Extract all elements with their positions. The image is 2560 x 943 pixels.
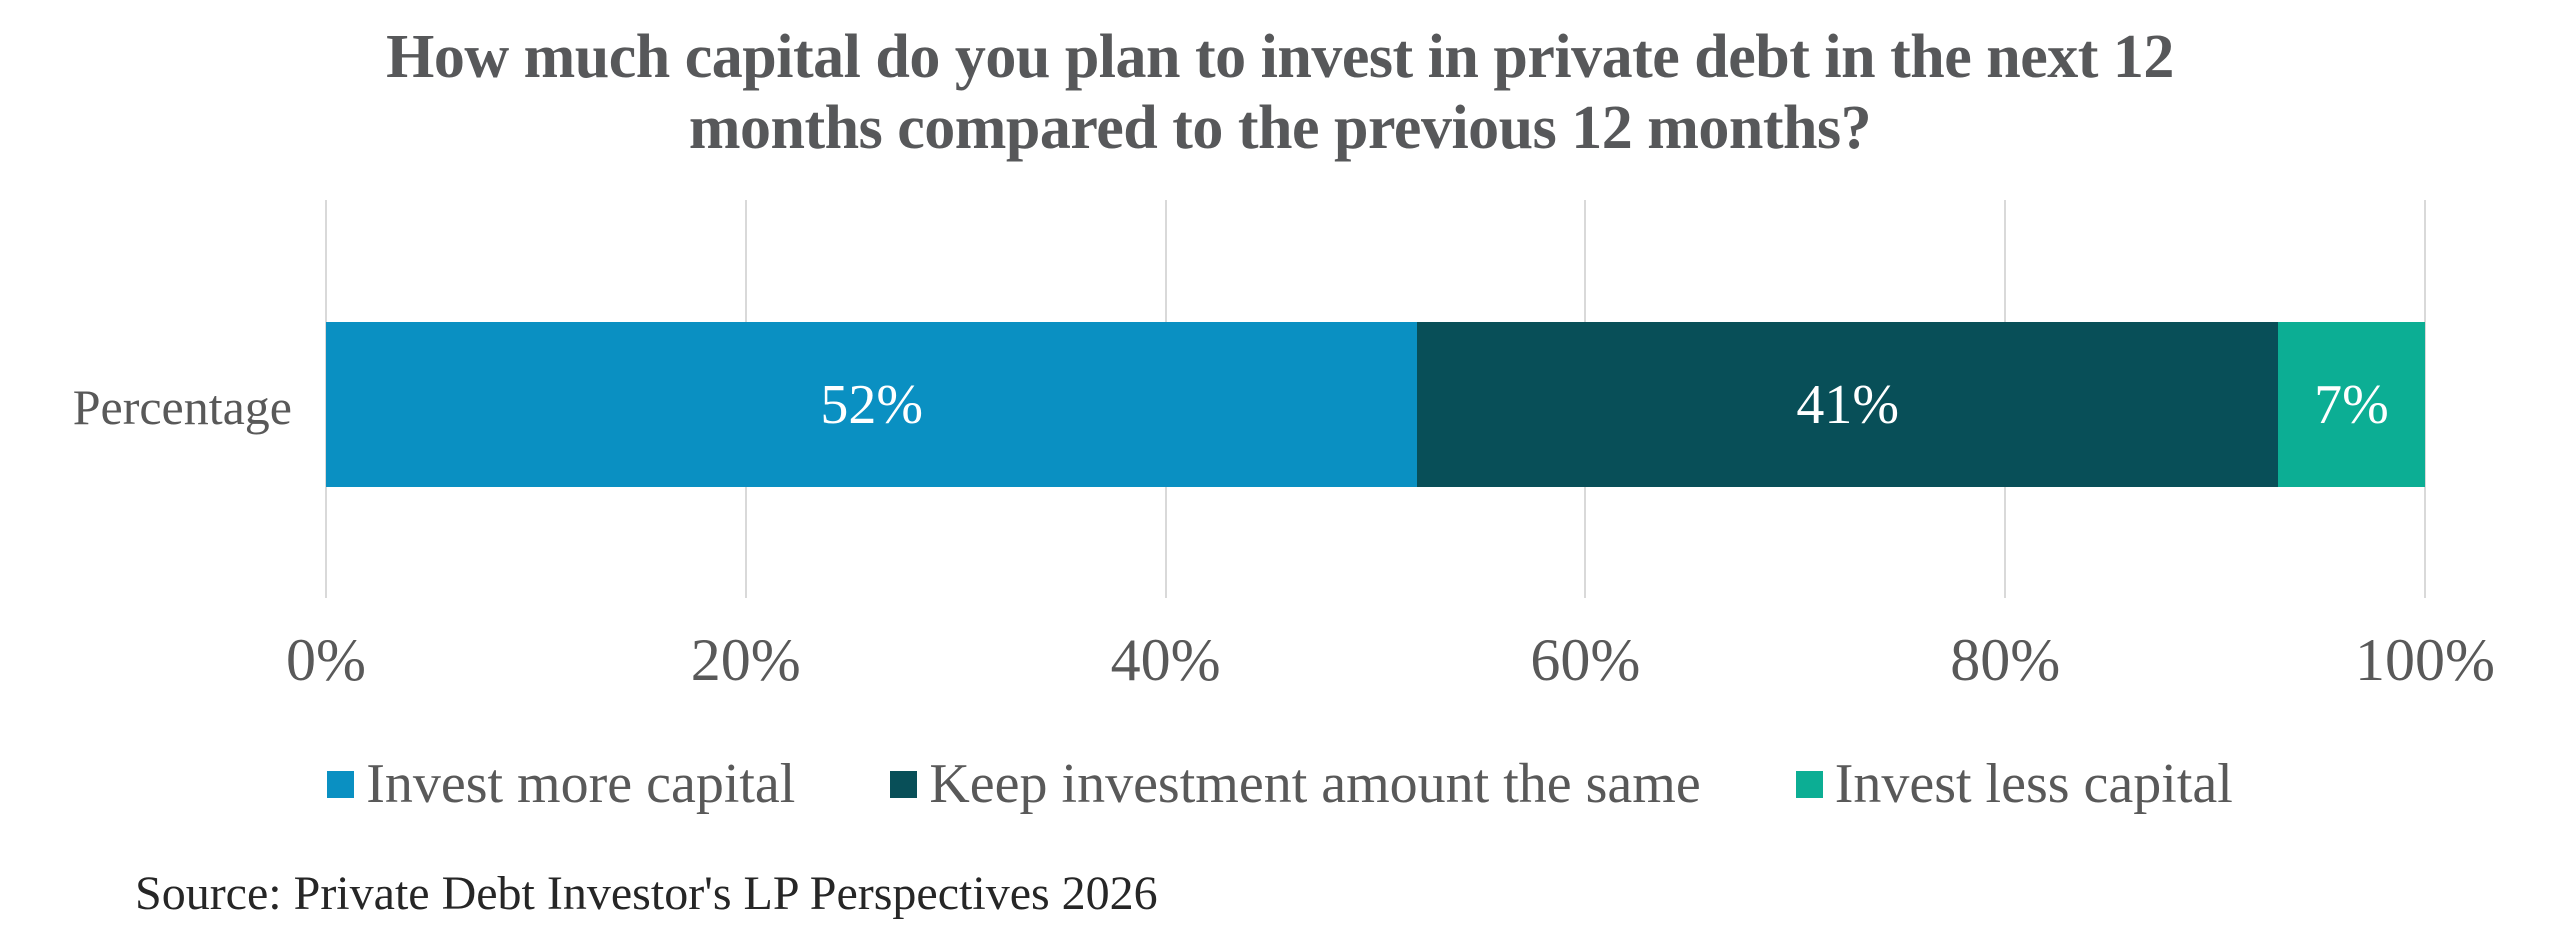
stacked-bar-percentage: 52% 41% 7% <box>326 322 2425 487</box>
x-tick-label-100: 100% <box>2355 627 2495 693</box>
chart-title-line2: months compared to the previous 12 month… <box>688 94 1872 162</box>
plot-area: 52% 41% 7% <box>325 200 2426 598</box>
legend-swatch-icon <box>327 770 355 798</box>
legend-item-invest-more-capital: Invest more capital <box>327 752 795 816</box>
gridline-100 <box>2424 200 2426 598</box>
x-tick-label-0: 0% <box>286 627 366 693</box>
legend-item-label: Invest more capital <box>366 753 796 815</box>
chart-title-line1: How much capital do you plan to invest i… <box>386 23 2174 91</box>
source-note: Source: Private Debt Investor's LP Persp… <box>135 867 1158 920</box>
bar-segment-value-label: 52% <box>820 373 924 436</box>
legend-swatch-icon <box>890 770 918 798</box>
legend-swatch-icon <box>1795 770 1823 798</box>
x-tick-label-80: 80% <box>1950 627 2061 693</box>
legend-item-invest-less-capital: Invest less capital <box>1795 752 2233 816</box>
bar-segment-keep-investment-amount-the-same: 41% <box>1417 322 2279 487</box>
x-tick-label-60: 60% <box>1530 627 1641 693</box>
bar-segment-invest-less-capital: 7% <box>2278 322 2425 487</box>
category-label-percentage: Percentage <box>72 379 292 435</box>
chart-title: How much capital do you plan to invest i… <box>0 22 2560 164</box>
x-axis-tick-labels: 0% 20% 40% 60% 80% 100% <box>286 626 2495 696</box>
bar-segment-value-label: 41% <box>1796 373 1900 436</box>
x-tick-label-40: 40% <box>1110 627 1221 693</box>
bar-segment-value-label: 7% <box>2314 373 2389 436</box>
legend: Invest more capital Keep investment amoun… <box>0 752 2560 816</box>
legend-item-keep-investment-amount-the-same: Keep investment amount the same <box>890 752 1701 816</box>
x-tick-label-20: 20% <box>690 627 801 693</box>
legend-item-label: Keep investment amount the same <box>929 753 1701 815</box>
bar-segment-invest-more-capital: 52% <box>326 322 1418 487</box>
legend-item-label: Invest less capital <box>1834 753 2233 815</box>
